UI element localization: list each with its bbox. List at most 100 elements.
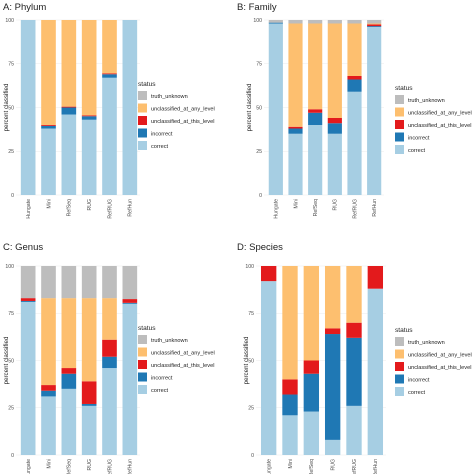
x-tick-label: RefSeq [309,459,315,474]
bar-segment-unclassified-at-this-level [61,368,77,374]
legend-label: correct [151,388,169,394]
x-tick-label: RefSeq [67,459,73,474]
bar-segment-incorrect [81,116,97,120]
legend-label: unclassified_at_this_level [151,119,214,125]
legend-label: correct [408,390,426,396]
bar-segment-unclassified-at-this-level [288,126,303,129]
bar-segment-unclassified-at-any-level [367,23,382,25]
bar-segment-incorrect [122,302,138,304]
bar-segment-correct [268,23,283,195]
bar-segment-correct [41,128,56,195]
y-tick-label: 100 [245,264,254,270]
y-tick-label: 100 [5,264,14,270]
bar-segment-truth-unknown [102,266,117,299]
bar-segment-incorrect [303,373,320,412]
bar-segment-incorrect [61,107,77,115]
x-tick-label: RefSeq [67,199,73,216]
x-tick-label: RefHun [373,459,379,474]
bar-segment-correct [308,125,323,195]
bar-segment-incorrect [367,26,382,27]
bar-segment-unclassified-at-any-level [41,298,56,386]
bar-segment-correct [122,20,138,195]
y-tick-label: 75 [8,311,14,317]
bar-segment-truth-unknown [347,20,362,24]
y-tick-label: 75 [256,62,262,68]
y-tick-label: 50 [8,358,14,364]
x-tick-label: RefHun [128,199,134,217]
x-tick-label: RefRUG [352,199,358,219]
legend-label: incorrect [151,131,173,137]
bar-segment-correct [61,114,77,195]
bar-segment-truth-unknown [327,20,342,24]
x-tick-label: Mini [293,199,299,209]
legend-key-unclassified-at-this-level [395,362,404,371]
y-tick-label: 100 [5,18,14,24]
bar-segment-correct [61,388,77,455]
bar-segment-truth-unknown [268,20,283,23]
panel-title: B: Family [237,2,277,13]
legend: status truth_unknown unclassified_at_any_l… [395,327,472,396]
legend-key-incorrect [138,128,147,138]
bar-segment-unclassified-at-this-level [122,299,138,303]
legend-title: status [395,85,413,92]
bar-segment-incorrect [324,334,341,440]
bar-segment-incorrect [61,373,77,389]
bar-segment-truth-unknown [41,266,56,299]
legend-label: truth_unknown [408,340,445,346]
bar-segment-incorrect [347,79,362,92]
bar-segment-correct [367,288,384,455]
y-tick-label: 50 [248,358,254,364]
bar-segment-unclassified-at-any-level [102,298,117,340]
bar-segment-unclassified-at-any-level [347,23,362,76]
legend-label: correct [408,148,426,154]
bar-segment-correct [81,405,97,455]
bar-segment-unclassified-at-any-level [346,266,362,323]
bar-segment-unclassified-at-this-level [102,73,117,75]
y-axis-label: percent classified [243,336,250,384]
bar-segment-unclassified-at-any-level [102,20,117,74]
y-tick-label: 0 [11,193,14,199]
x-tick-label: RUG [330,459,336,471]
panel-title: D: Species [237,242,283,253]
bar-segment-unclassified-at-any-level [81,298,97,382]
x-tick-label: Hungate [274,199,280,219]
x-tick-label: RUG [87,199,93,211]
y-tick-label: 75 [8,62,14,68]
bar-segment-unclassified-at-this-level [347,76,362,80]
bar-segment-incorrect [81,403,97,406]
legend-key-incorrect [395,132,404,142]
bar-segment-incorrect [282,394,298,416]
bar-segment-unclassified-at-any-level [324,266,341,329]
x-tick-label: RefRUG [352,459,358,474]
bar-segment-incorrect [102,74,117,78]
bar-segment-unclassified-at-this-level [20,298,36,301]
legend: status truth_unknown unclassified_at_any_l… [138,81,215,150]
panel-4: D: Species percent classified 0 25 50 75 100 Hu… [237,242,472,474]
legend-key-correct [138,141,147,150]
bar-segment-truth-unknown [20,266,36,299]
bar-segment-correct [41,396,56,455]
legend-label: incorrect [151,375,173,381]
legend-label: incorrect [408,135,430,141]
bar-segment-unclassified-at-any-level [61,298,77,369]
legend-key-truth-unknown [138,335,147,344]
panel-title: A: Phylum [3,2,46,13]
legend-key-truth-unknown [395,337,404,346]
legend-key-truth-unknown [395,95,404,104]
y-tick-label: 0 [251,453,254,459]
bar-segment-unclassified-at-this-level [102,339,117,357]
bar-segment-incorrect [288,128,303,134]
bar-segment-correct [102,77,117,195]
y-tick-label: 25 [8,406,14,412]
legend-key-unclassified-at-this-level [395,120,404,129]
bar-segment-correct [81,119,97,195]
y-axis-label: percent classified [246,83,253,131]
legend: status truth_unknown unclassified_at_any_l… [395,85,472,154]
y-tick-label: 75 [248,311,254,317]
bar-segment-incorrect [327,123,342,134]
bar-segment-correct [303,411,320,455]
x-tick-label: RefHun [372,199,378,217]
legend-label: unclassified_at_this_level [408,365,471,371]
legend-label: unclassified_at_this_level [151,363,214,369]
legend-title: status [138,325,156,332]
